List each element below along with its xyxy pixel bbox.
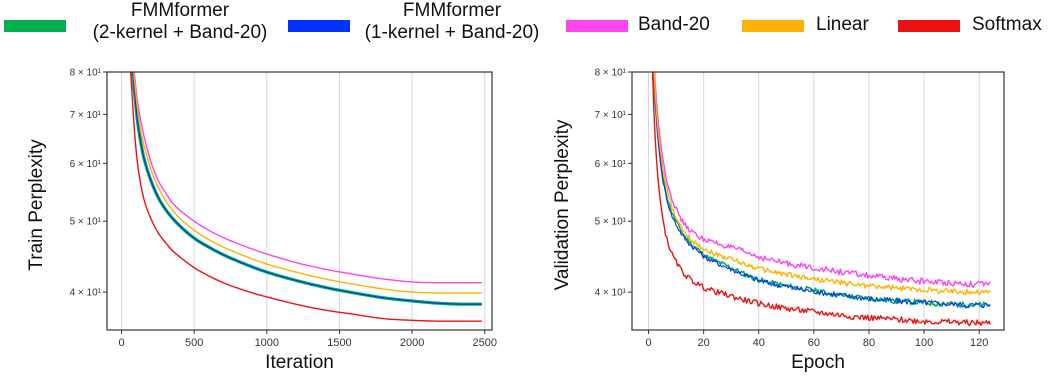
series-line xyxy=(652,72,991,309)
legend-label-line1: Linear xyxy=(816,14,869,35)
legend-label-line1: Band-20 xyxy=(638,14,710,35)
legend-swatch xyxy=(566,20,628,32)
series-line xyxy=(651,72,991,327)
legend-label: Linear xyxy=(816,14,869,36)
chart-legend: FMMformer (2-kernel + Band-20) FMMformer (1… xyxy=(0,0,1061,56)
x-tick-label: 60 xyxy=(808,337,820,349)
y-tick-label: 5 × 10¹ xyxy=(70,217,102,228)
legend-swatch xyxy=(4,20,66,32)
series-line xyxy=(653,72,991,288)
x-tick-label: 20 xyxy=(698,337,710,349)
x-axis-label: Iteration xyxy=(265,352,334,373)
y-tick-label: 4 × 10¹ xyxy=(595,288,627,299)
series-line xyxy=(130,72,482,322)
legend-swatch xyxy=(898,20,960,32)
legend-swatch xyxy=(742,20,804,32)
series-group xyxy=(651,72,991,327)
plot-frame xyxy=(631,71,1005,331)
x-tick-label: 500 xyxy=(185,337,203,349)
y-tick-label: 7 × 10¹ xyxy=(595,110,627,121)
x-tick-label: 1500 xyxy=(327,337,351,349)
y-tick-label: 5 × 10¹ xyxy=(595,217,627,228)
legend-label: FMMformer (2-kernel + Band-20) xyxy=(80,0,280,44)
chart-2: 0 20 40 60 80 100 120 4 × 10¹ 5 × 10¹ 6 × 10¹ 7 × … xyxy=(552,68,1005,373)
series-line xyxy=(132,72,482,305)
x-tick-label: 0 xyxy=(645,337,651,349)
chart-1: 0 500 1000 1500 2000 2500 4 × 10¹ 5 × 10¹ 6 × 10… xyxy=(26,68,497,374)
legend-label-line1: FMMformer xyxy=(130,0,230,21)
x-tick-label: 80 xyxy=(863,337,875,349)
y-axis-label: Train Perplexity xyxy=(26,139,47,271)
x-tick-label: 1000 xyxy=(255,337,279,349)
y-tick-label: 6 × 10¹ xyxy=(70,159,102,170)
x-tick-label: 2000 xyxy=(400,337,424,349)
y-tick-label: 7 × 10¹ xyxy=(70,110,102,121)
legend-label-line2: (1-kernel + Band-20) xyxy=(364,22,540,43)
series-line xyxy=(132,72,482,294)
y-axis-label: Validation Perplexity xyxy=(552,119,573,290)
x-tick-label: 2500 xyxy=(472,337,496,349)
series-line xyxy=(653,72,991,296)
x-tick-label: 0 xyxy=(118,337,124,349)
series-line xyxy=(131,72,483,306)
series-group xyxy=(130,72,483,322)
x-tick-label: 120 xyxy=(970,337,988,349)
legend-label: Band-20 xyxy=(638,14,710,36)
y-tick-label: 8 × 10¹ xyxy=(595,68,627,79)
y-tick-label: 4 × 10¹ xyxy=(70,288,102,299)
plot-frame xyxy=(106,71,493,331)
y-tick-label: 6 × 10¹ xyxy=(595,159,627,170)
y-tick-label: 8 × 10¹ xyxy=(70,68,102,79)
legend-label: Softmax xyxy=(972,14,1042,36)
legend-label: FMMformer (1-kernel + Band-20) xyxy=(352,0,552,44)
x-tick-label: 100 xyxy=(915,337,933,349)
legend-swatch xyxy=(288,20,350,32)
series-line xyxy=(133,72,482,284)
legend-label-line2: (2-kernel + Band-20) xyxy=(92,22,268,43)
x-tick-label: 40 xyxy=(753,337,765,349)
legend-label-line1: Softmax xyxy=(972,14,1042,35)
x-axis-label: Epoch xyxy=(791,352,845,373)
series-line xyxy=(653,72,991,309)
legend-label-line1: FMMformer xyxy=(402,0,502,21)
